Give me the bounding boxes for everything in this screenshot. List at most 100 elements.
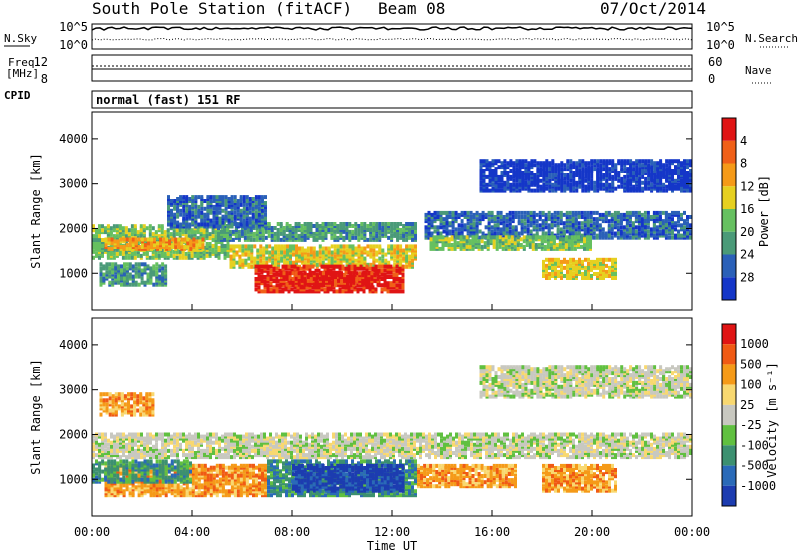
heatmap-cell xyxy=(408,260,412,265)
heatmap-cell xyxy=(546,244,550,249)
heatmap-cell xyxy=(123,262,126,267)
heatmap-cell xyxy=(652,217,656,222)
heatmap-cell xyxy=(118,242,122,246)
heatmap-cell xyxy=(153,237,156,242)
heatmap-cell xyxy=(395,285,399,290)
heatmap-cell xyxy=(550,221,554,226)
heatmap-cell xyxy=(116,239,120,244)
heatmap-cell xyxy=(163,230,167,235)
heatmap-cell xyxy=(92,453,95,458)
heatmap-cell xyxy=(635,169,639,173)
heatmap-cell xyxy=(487,227,491,232)
heatmap-cell xyxy=(501,237,505,242)
heatmap-cell xyxy=(228,229,232,234)
heatmap-cell xyxy=(101,453,104,458)
heatmap-cell xyxy=(320,287,324,292)
heatmap-cell xyxy=(442,217,446,222)
heatmap-cell xyxy=(378,256,382,261)
heatmap-cell xyxy=(230,216,234,221)
heatmap-cell xyxy=(347,287,351,292)
heatmap-cell xyxy=(646,221,650,226)
heatmap-cell xyxy=(634,225,638,230)
heatmap-cell xyxy=(496,231,500,236)
heatmap-cell xyxy=(599,261,602,266)
heatmap-cell xyxy=(276,222,280,226)
heatmap-cell xyxy=(392,272,396,277)
heatmap-cell xyxy=(469,210,473,215)
heatmap-cell xyxy=(689,169,692,173)
heatmap-cell xyxy=(583,221,587,226)
heatmap-cell xyxy=(586,246,589,251)
heatmap-cell xyxy=(357,228,361,232)
heatmap-cell xyxy=(497,165,501,170)
heatmap-cell xyxy=(236,212,240,217)
heatmap-cell xyxy=(248,216,252,221)
heatmap-cell xyxy=(303,226,307,230)
heatmap-cell xyxy=(395,264,399,269)
heatmap-cell xyxy=(275,277,279,281)
heatmap-cell xyxy=(248,210,252,215)
heatmap-cell xyxy=(269,275,273,279)
heatmap-cell xyxy=(395,268,399,273)
heatmap-cell xyxy=(209,195,213,200)
heatmap-cell xyxy=(578,272,581,276)
heatmap-cell xyxy=(374,266,378,271)
heatmap-cell xyxy=(552,239,556,244)
heatmap-cell xyxy=(289,252,292,257)
heatmap-cell xyxy=(411,248,414,253)
heatmap-cell xyxy=(375,252,379,257)
heatmap-cell xyxy=(545,159,549,164)
heatmap-cell xyxy=(179,195,183,200)
heatmap-cell xyxy=(574,231,578,236)
heatmap-cell xyxy=(548,265,551,270)
heatmap-cell xyxy=(475,227,479,232)
heatmap-cell xyxy=(480,239,484,244)
heatmap-cell xyxy=(380,287,384,292)
heatmap-cell xyxy=(157,253,161,258)
heatmap-cell xyxy=(565,221,569,226)
heatmap-cell xyxy=(102,276,106,281)
heatmap-cell xyxy=(625,229,629,234)
heatmap-cell xyxy=(266,279,270,284)
heatmap-cell xyxy=(653,184,657,189)
heatmap-cell xyxy=(487,223,491,228)
heatmap-cell xyxy=(296,266,300,271)
heatmap-cell xyxy=(312,224,316,228)
heatmap-cell xyxy=(288,224,292,228)
heatmap-cell xyxy=(151,226,155,231)
heatmap-cell xyxy=(134,246,138,251)
heatmap-cell xyxy=(331,271,334,276)
heatmap-cell xyxy=(353,264,357,269)
heatmap-cell xyxy=(414,222,417,226)
heatmap-cell xyxy=(568,229,572,234)
noise-right-tick-top: 10^5 xyxy=(706,20,735,34)
heatmap-cell xyxy=(378,246,382,251)
heatmap-cell xyxy=(562,212,566,217)
heatmap-cell xyxy=(339,246,343,251)
heatmap-cell xyxy=(511,229,515,234)
heatmap-cell xyxy=(122,245,126,249)
heatmap-cell xyxy=(505,217,509,222)
heatmap-cell xyxy=(272,279,276,284)
heatmap-cell xyxy=(324,250,328,255)
heatmap-cell xyxy=(541,221,545,226)
heatmap-cell xyxy=(496,215,500,219)
heatmap-cell xyxy=(569,159,573,164)
heatmap-cell xyxy=(159,241,162,246)
heatmap-cell xyxy=(477,239,481,244)
heatmap-cell xyxy=(608,257,611,262)
heatmap-cell xyxy=(166,234,170,239)
heatmap-cell xyxy=(424,233,428,238)
heatmap-cell xyxy=(263,279,267,284)
colorbar-swatch xyxy=(722,186,736,210)
heatmap-cell xyxy=(507,239,511,244)
heatmap-cell xyxy=(357,262,361,267)
heatmap-cell xyxy=(275,279,279,284)
heatmap-cell xyxy=(512,182,516,187)
heatmap-cell xyxy=(288,275,292,279)
heatmap-cell xyxy=(113,442,116,447)
heatmap-cell xyxy=(637,233,641,238)
heatmap-cell xyxy=(566,173,570,177)
heatmap-cell xyxy=(502,227,506,232)
heatmap-cell xyxy=(478,229,482,234)
